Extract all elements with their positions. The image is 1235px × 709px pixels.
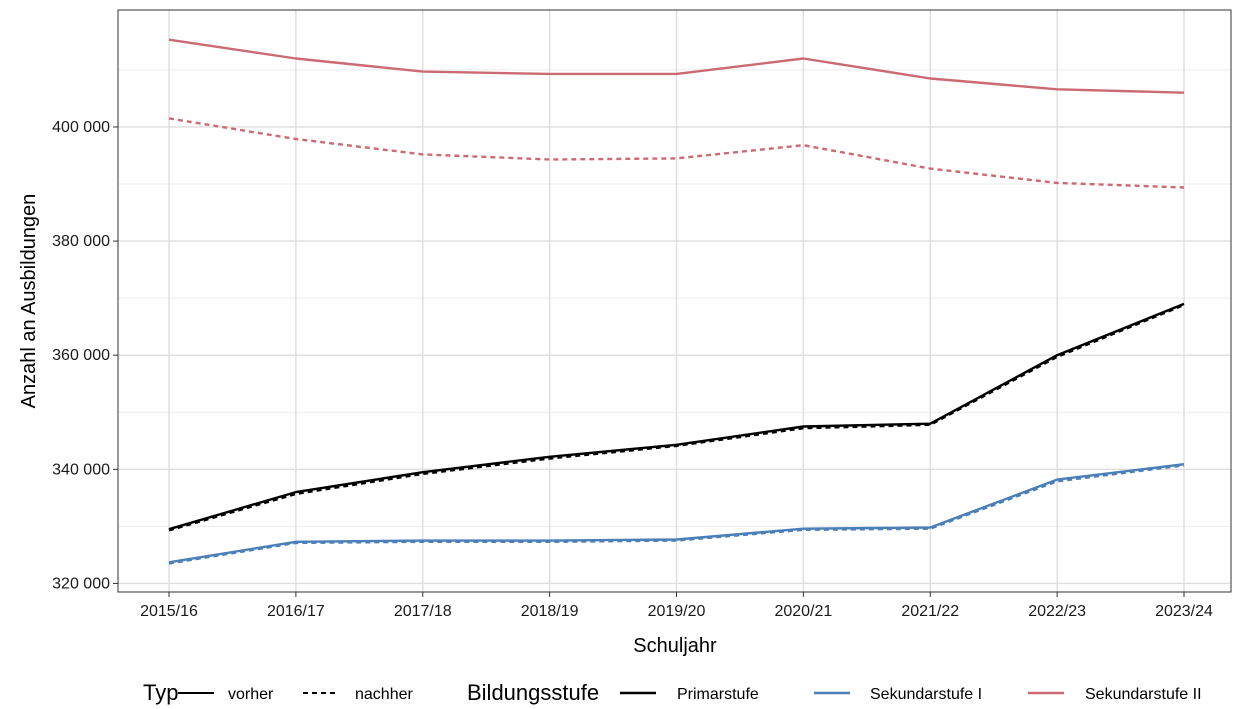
- grid-major: [118, 10, 1231, 592]
- x-tick-label: 2017/18: [394, 603, 452, 620]
- series-line-sekundarstufe-i-vorher: [168, 463, 1185, 564]
- plot-border: [117, 9, 1232, 593]
- series-line-sekundarstufe-ii-vorher: [168, 38, 1185, 94]
- x-axis-title: Schuljahr: [633, 635, 717, 657]
- y-tick-label: 320 000: [52, 575, 110, 592]
- y-tick-label: 360 000: [52, 347, 110, 364]
- grid-minor: [118, 69, 1231, 527]
- x-tick-label: 2015/16: [140, 603, 198, 620]
- x-tick-label: 2016/17: [267, 603, 325, 620]
- legend-title-bildungsstufe: Bildungsstufe: [467, 680, 599, 705]
- x-tick-label: 2020/21: [774, 603, 832, 620]
- x-tick-label: 2023/24: [1155, 603, 1213, 620]
- x-tick-label: 2019/20: [648, 603, 706, 620]
- legend-title-typ: Typ: [143, 680, 178, 705]
- plot-panel: [118, 10, 1231, 592]
- legend-label-sekundarstufe-i: Sekundarstufe I: [870, 686, 982, 703]
- y-tick-label: 400 000: [52, 119, 110, 136]
- x-tick-label: 2018/19: [521, 603, 579, 620]
- x-tick-label: 2021/22: [901, 603, 959, 620]
- legend-label-vorher: vorher: [228, 686, 274, 703]
- y-tick-label: 380 000: [52, 233, 110, 250]
- series-layer: [168, 38, 1185, 565]
- y-axis-title: Anzahl an Ausbildungen: [18, 194, 40, 409]
- legend-label-primarstufe: Primarstufe: [677, 686, 759, 703]
- legend-label-nachher: nachher: [355, 686, 413, 703]
- series-line-sekundarstufe-ii-nachher: [168, 117, 1185, 189]
- y-axis: 320 000 340 000 360 000 380 000 400 000: [52, 119, 118, 592]
- x-tick-label: 2022/23: [1028, 603, 1086, 620]
- x-axis: 2015/16 2016/17 2017/18 2018/19 2019/20 2020/…: [140, 592, 1213, 620]
- legend: Typ vorher nachher Bildungsstufe Primars…: [143, 680, 1202, 705]
- series-line-primarstufe-nachher: [168, 303, 1185, 532]
- y-tick-label: 340 000: [52, 461, 110, 478]
- legend-label-sekundarstufe-ii: Sekundarstufe II: [1085, 686, 1202, 703]
